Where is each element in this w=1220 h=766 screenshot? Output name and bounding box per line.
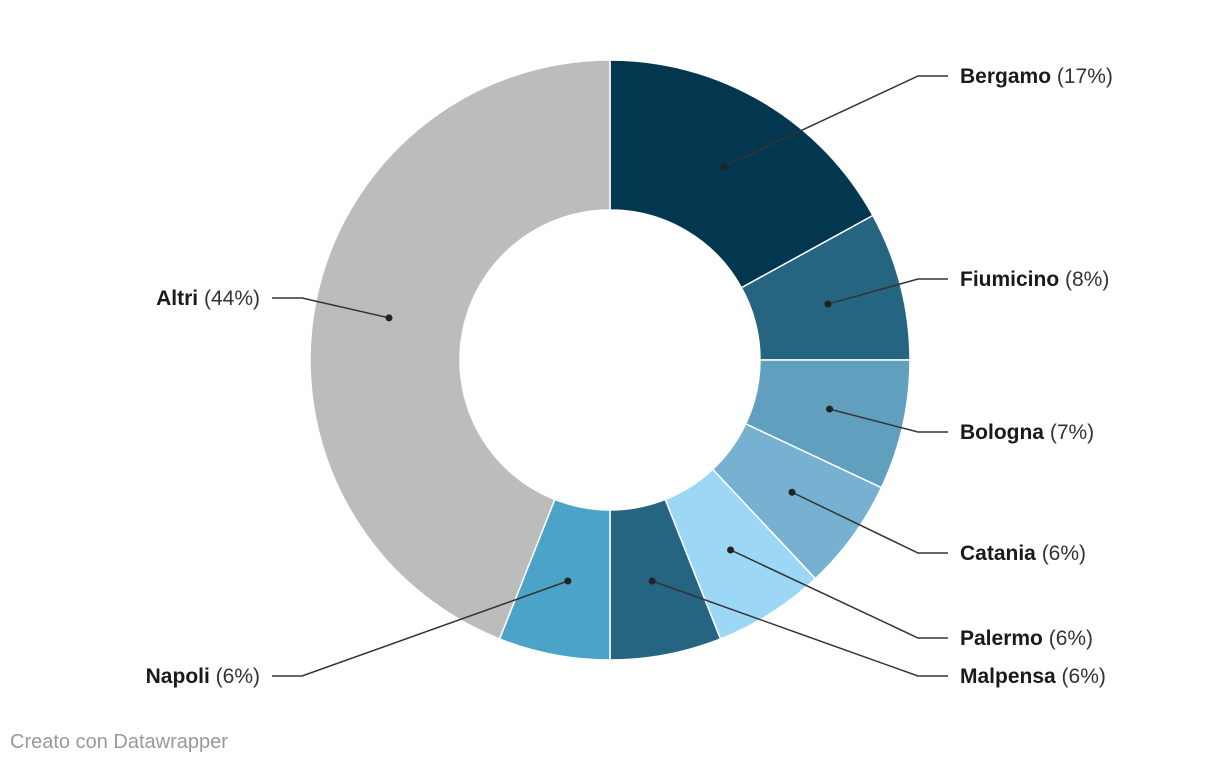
slice-name: Bologna: [960, 421, 1044, 444]
leader-line-fiumicino: [827, 278, 948, 305]
slice-percentage: (6%): [1036, 542, 1086, 565]
slice-name: Catania: [960, 542, 1036, 565]
slice-percentage: (17%): [1051, 65, 1113, 88]
slice-percentage: (6%): [1043, 627, 1093, 650]
anchor-dot-malpensa: [648, 577, 656, 585]
slice-percentage: (6%): [1056, 665, 1106, 688]
slice-label-catania: Catania (6%): [960, 542, 1086, 565]
anchor-dot-fiumicino: [824, 300, 832, 308]
leader-line-napoli: [272, 580, 569, 677]
slice-altri: [309, 59, 611, 640]
slice-name: Napoli: [146, 665, 210, 688]
anchor-dot-napoli: [564, 577, 572, 585]
slice-name: Bergamo: [960, 65, 1051, 88]
leader-line-altri: [272, 297, 390, 319]
anchor-dot-bergamo: [721, 162, 729, 170]
leader-line-palermo: [730, 549, 948, 639]
anchor-dot-palermo: [727, 546, 735, 554]
slice-percentage: (44%): [198, 287, 260, 310]
donut-slices: [309, 59, 911, 661]
slice-name: Altri: [156, 287, 198, 310]
slice-label-bologna: Bologna (7%): [960, 421, 1094, 444]
slice-label-altri: Altri (44%): [156, 287, 260, 310]
slice-name: Malpensa: [960, 665, 1056, 688]
slice-label-fiumicino: Fiumicino (8%): [960, 268, 1109, 291]
anchor-dot-altri: [385, 314, 393, 322]
anchor-dot-bologna: [826, 405, 834, 413]
leader-lines: [272, 75, 948, 677]
credit-text: Creato con Datawrapper: [10, 731, 228, 753]
slice-percentage: (7%): [1044, 421, 1094, 444]
slice-label-napoli: Napoli (6%): [146, 665, 260, 688]
slice-bergamo: [609, 59, 874, 289]
slice-label-palermo: Palermo (6%): [960, 627, 1093, 650]
slice-label-malpensa: Malpensa (6%): [960, 665, 1106, 688]
leader-line-malpensa: [651, 580, 948, 677]
slice-labels: Bergamo (17%) Fiumicino (8%) Bologna (7%) C…: [146, 65, 1113, 688]
leader-line-catania: [791, 491, 948, 554]
anchor-dot-catania: [788, 488, 796, 496]
slice-label-bergamo: Bergamo (17%): [960, 65, 1113, 88]
slice-name: Palermo: [960, 627, 1043, 650]
leader-line-bologna: [829, 408, 948, 433]
slice-percentage: (8%): [1059, 268, 1109, 291]
leader-line-bergamo: [724, 75, 948, 168]
slice-name: Fiumicino: [960, 268, 1059, 291]
slice-percentage: (6%): [210, 665, 260, 688]
